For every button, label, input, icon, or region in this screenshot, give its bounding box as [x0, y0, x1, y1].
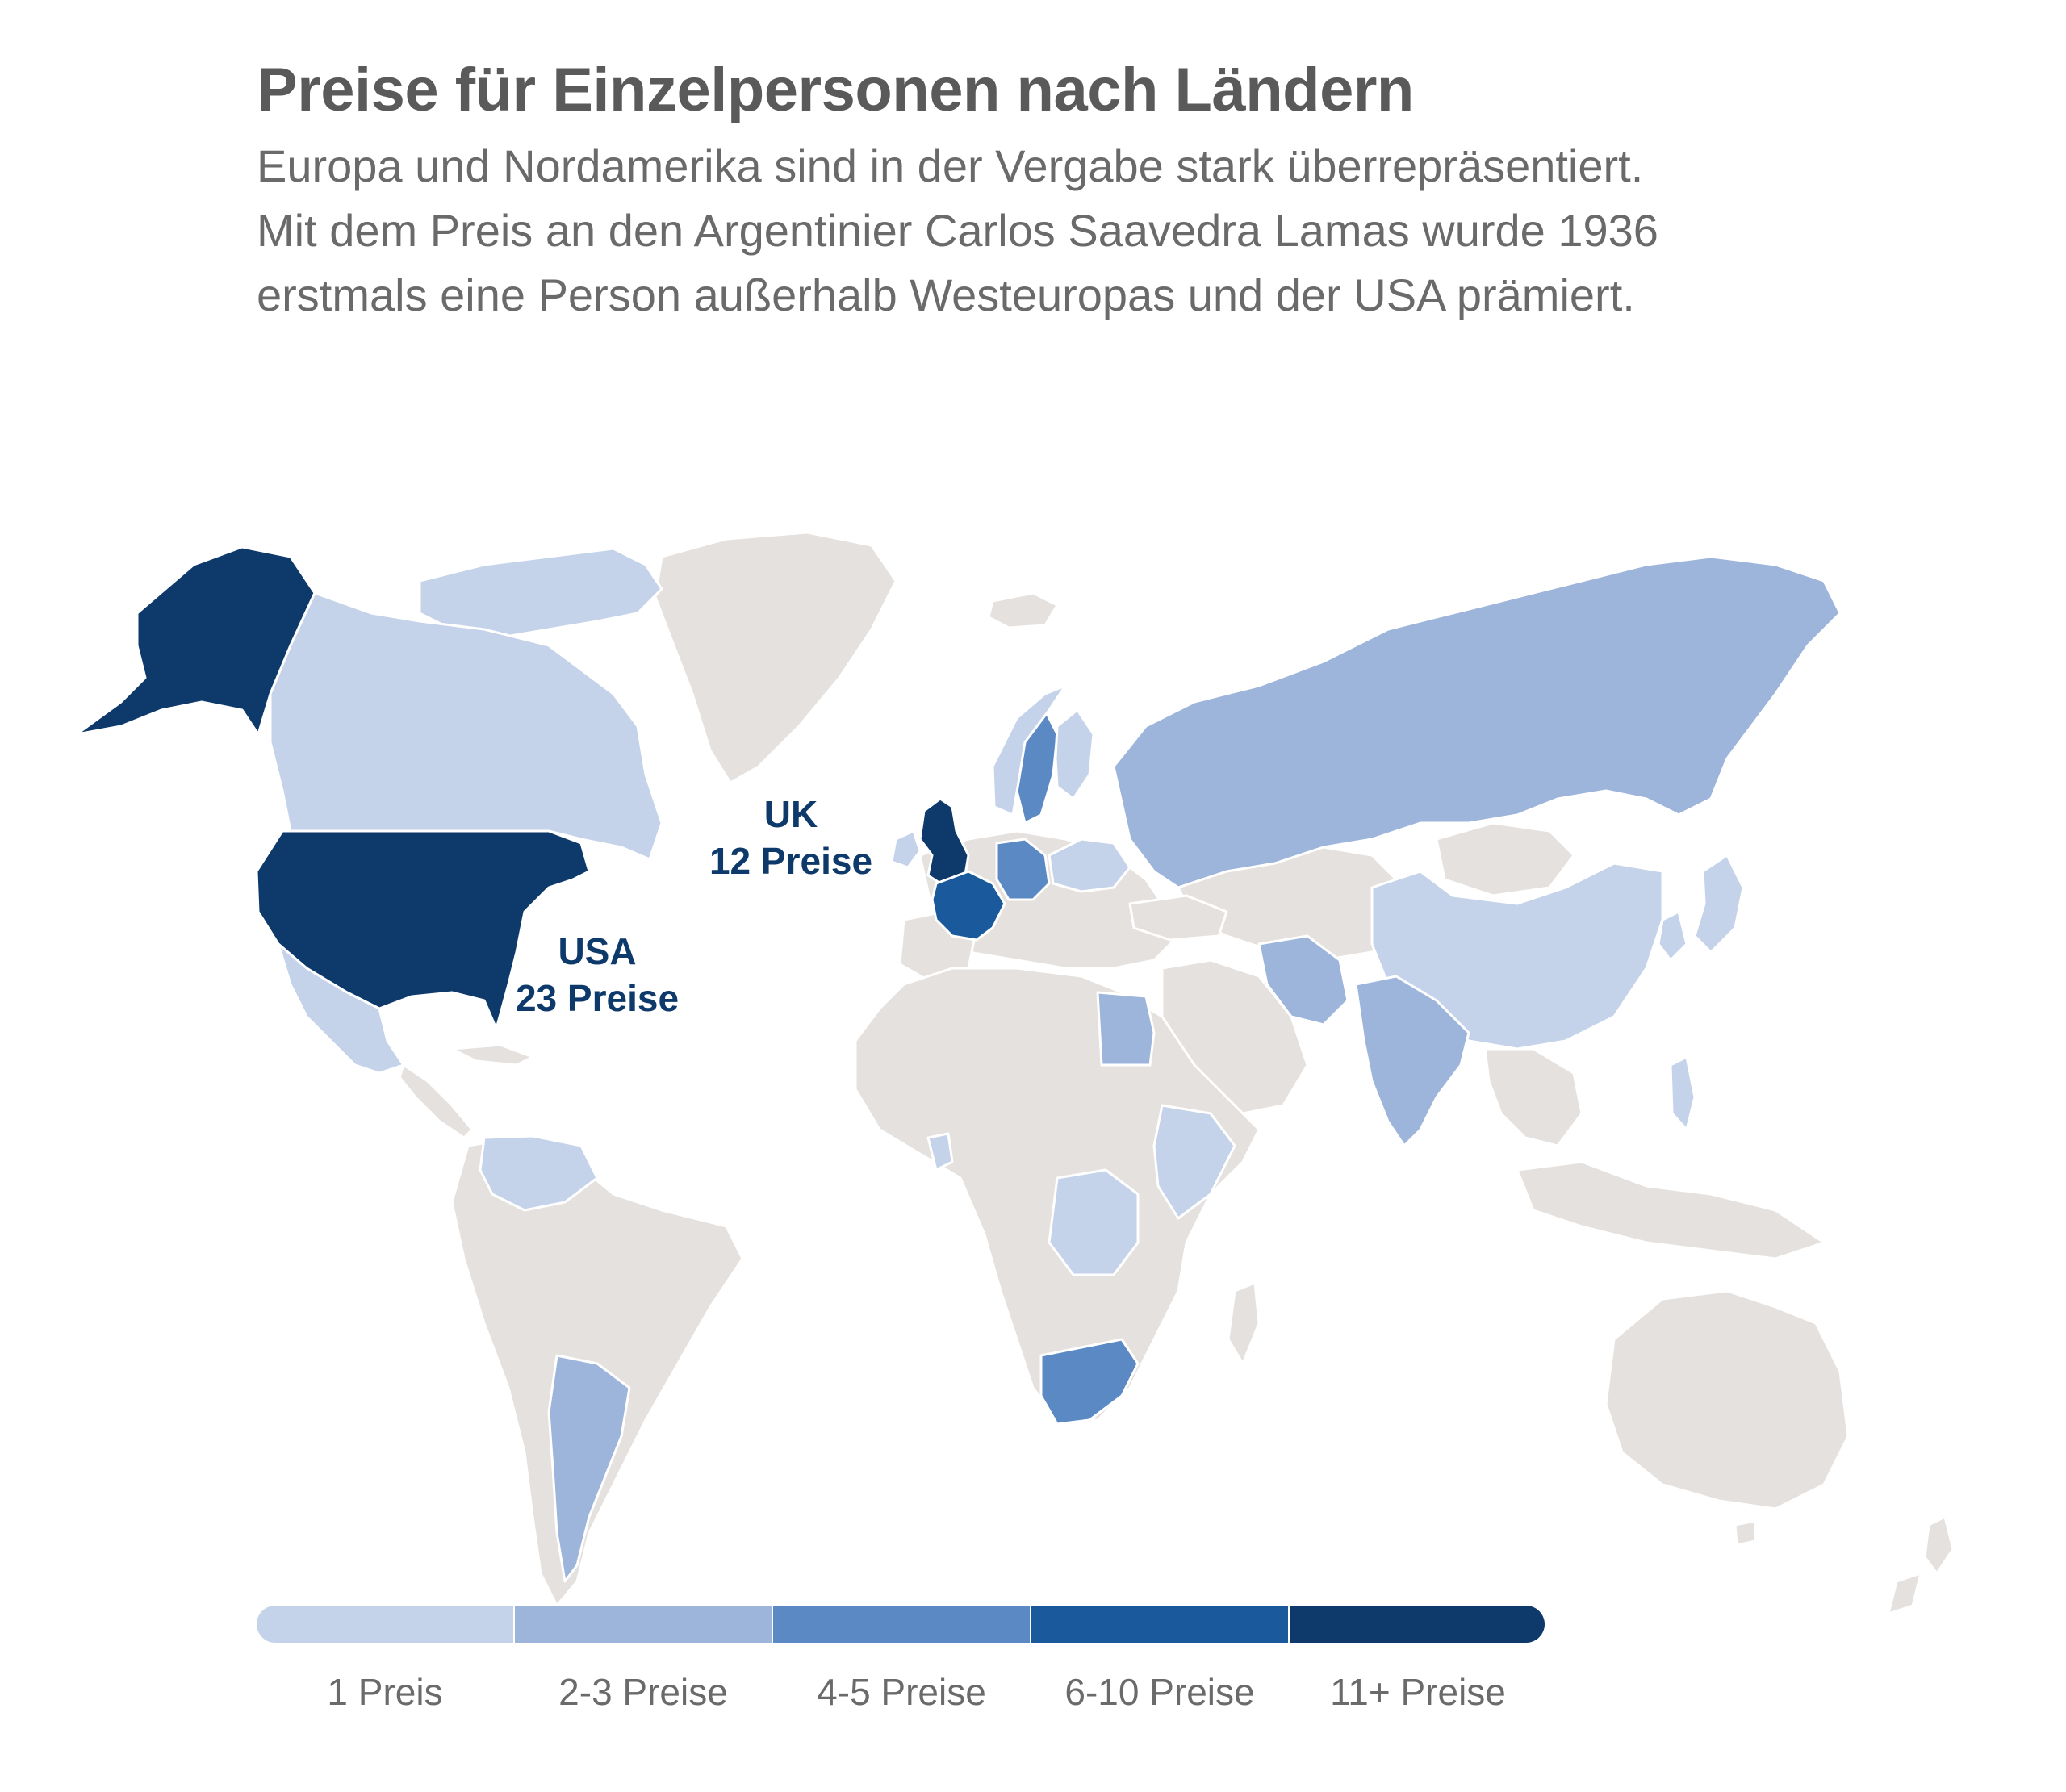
country-norway[interactable]: [991, 684, 1067, 817]
country-new-zealand[interactable]: [1887, 1515, 1955, 1614]
country-philippines[interactable]: [1669, 1055, 1696, 1131]
callout-usa-country: USA: [558, 930, 637, 972]
region-central-europe[interactable]: [1048, 838, 1131, 893]
country-argentina[interactable]: [547, 1354, 631, 1583]
country-tasmania[interactable]: [1734, 1519, 1757, 1547]
country-liberia-ghana[interactable]: [926, 1132, 954, 1172]
legend-label-1: 1 Preis: [327, 1671, 443, 1713]
legend-label-4: 6-10 Preise: [1064, 1671, 1255, 1713]
country-germany[interactable]: [995, 838, 1051, 901]
legend-scale: [257, 1606, 1545, 1644]
country-korea[interactable]: [1657, 910, 1688, 962]
legend-swatch-2: [515, 1606, 772, 1643]
country-india[interactable]: [1354, 975, 1470, 1147]
legend-swatch-1: [257, 1606, 513, 1643]
legend-swatch-5: [1290, 1606, 1545, 1643]
country-canada-islands[interactable]: [418, 547, 663, 639]
country-turkey[interactable]: [1128, 894, 1228, 942]
legend-swatch-4: [1031, 1606, 1288, 1643]
country-iceland[interactable]: [987, 591, 1059, 629]
country-colombia-venezuela[interactable]: [479, 1134, 599, 1212]
world-choropleth-map: [75, 531, 1955, 1614]
subtitle-line-2: Mit dem Preis an den Argentinier Carlos …: [257, 205, 1658, 256]
chart-header: Preise für Einzelpersonen nach Ländern E…: [257, 50, 1871, 328]
callout-uk-count: 12 Preise: [709, 840, 873, 882]
country-canada[interactable]: [269, 591, 663, 861]
callout-usa: USA 23 Preise: [500, 928, 694, 1021]
country-mexico[interactable]: [277, 942, 405, 1075]
region-indonesia[interactable]: [1516, 1160, 1826, 1260]
region-central-america[interactable]: [398, 1063, 474, 1139]
country-alaska[interactable]: [75, 545, 316, 736]
country-dr-congo[interactable]: [1048, 1168, 1140, 1276]
country-egypt[interactable]: [1096, 991, 1156, 1067]
callout-uk: UK 12 Preise: [694, 791, 888, 884]
legend-label-2: 2-3 Preise: [558, 1671, 728, 1713]
subtitle-line-1: Europa und Nordamerika sind in der Verga…: [257, 140, 1644, 191]
legend-swatch-3: [773, 1606, 1030, 1643]
country-australia[interactable]: [1604, 1289, 1850, 1510]
region-east-africa[interactable]: [1152, 1104, 1236, 1220]
country-finland[interactable]: [1054, 708, 1095, 800]
chart-title: Preise für Einzelpersonen nach Ländern: [257, 56, 1414, 124]
country-mongolia[interactable]: [1435, 821, 1575, 897]
country-cuba[interactable]: [450, 1043, 534, 1067]
chart-subtitle: Europa und Nordamerika sind in der Verga…: [257, 134, 1871, 328]
legend-label-3: 4-5 Preise: [817, 1671, 986, 1713]
country-south-africa[interactable]: [1039, 1338, 1140, 1426]
country-ireland[interactable]: [890, 829, 922, 869]
legend-label-5: 11+ Preise: [1330, 1671, 1506, 1713]
subtitle-line-3: erstmals eine Person außerhalb Westeurop…: [257, 269, 1635, 320]
country-france[interactable]: [931, 870, 1006, 942]
country-greenland[interactable]: [654, 531, 897, 784]
country-madagascar[interactable]: [1227, 1281, 1261, 1365]
region-southeast-asia[interactable]: [1483, 1047, 1583, 1147]
callout-uk-country: UK: [763, 793, 818, 835]
country-iran[interactable]: [1257, 934, 1349, 1026]
callout-usa-count: 23 Preise: [515, 977, 680, 1019]
country-japan[interactable]: [1693, 854, 1745, 954]
